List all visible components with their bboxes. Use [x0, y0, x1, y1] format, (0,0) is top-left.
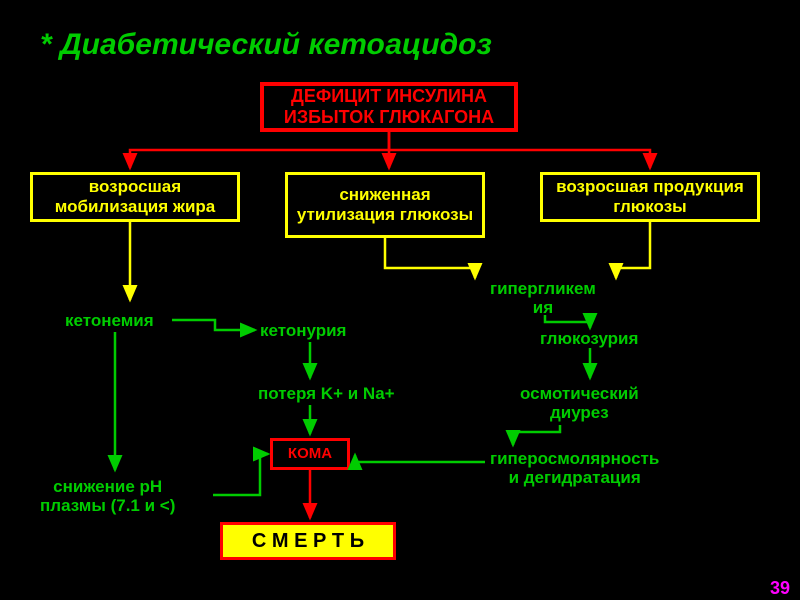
box-root: ДЕФИЦИТ ИНСУЛИНАИЗБЫТОК ГЛЮКАГОНА: [260, 82, 518, 132]
page-number: 39: [770, 578, 790, 599]
label-hyperglyc: гипергликемия: [490, 280, 596, 317]
label-ketonemia: кетонемия: [65, 312, 154, 331]
label-phdrop: снижение pHплазмы (7.1 и <): [40, 478, 175, 515]
label-kna: потеря K+ и Na+: [258, 385, 395, 404]
label-glucosuria: глюкозурия: [540, 330, 638, 349]
box-prod: возросшая продукция глюкозы: [540, 172, 760, 222]
box-fat: возросшая мобилизация жира: [30, 172, 240, 222]
box-coma: КОМА: [270, 438, 350, 470]
slide-title: * Диабетический кетоацидоз: [40, 28, 492, 62]
label-osmodiu: осмотическийдиурез: [520, 385, 639, 422]
box-death: С М Е Р Т Ь: [220, 522, 396, 560]
slide: { "background_color": "#000000", "title"…: [0, 0, 800, 600]
box-util: сниженная утилизация глюкозы: [285, 172, 485, 238]
label-ketonuria: кетонурия: [260, 322, 346, 341]
label-hyperosm: гиперосмолярностьи дегидратация: [490, 450, 659, 487]
